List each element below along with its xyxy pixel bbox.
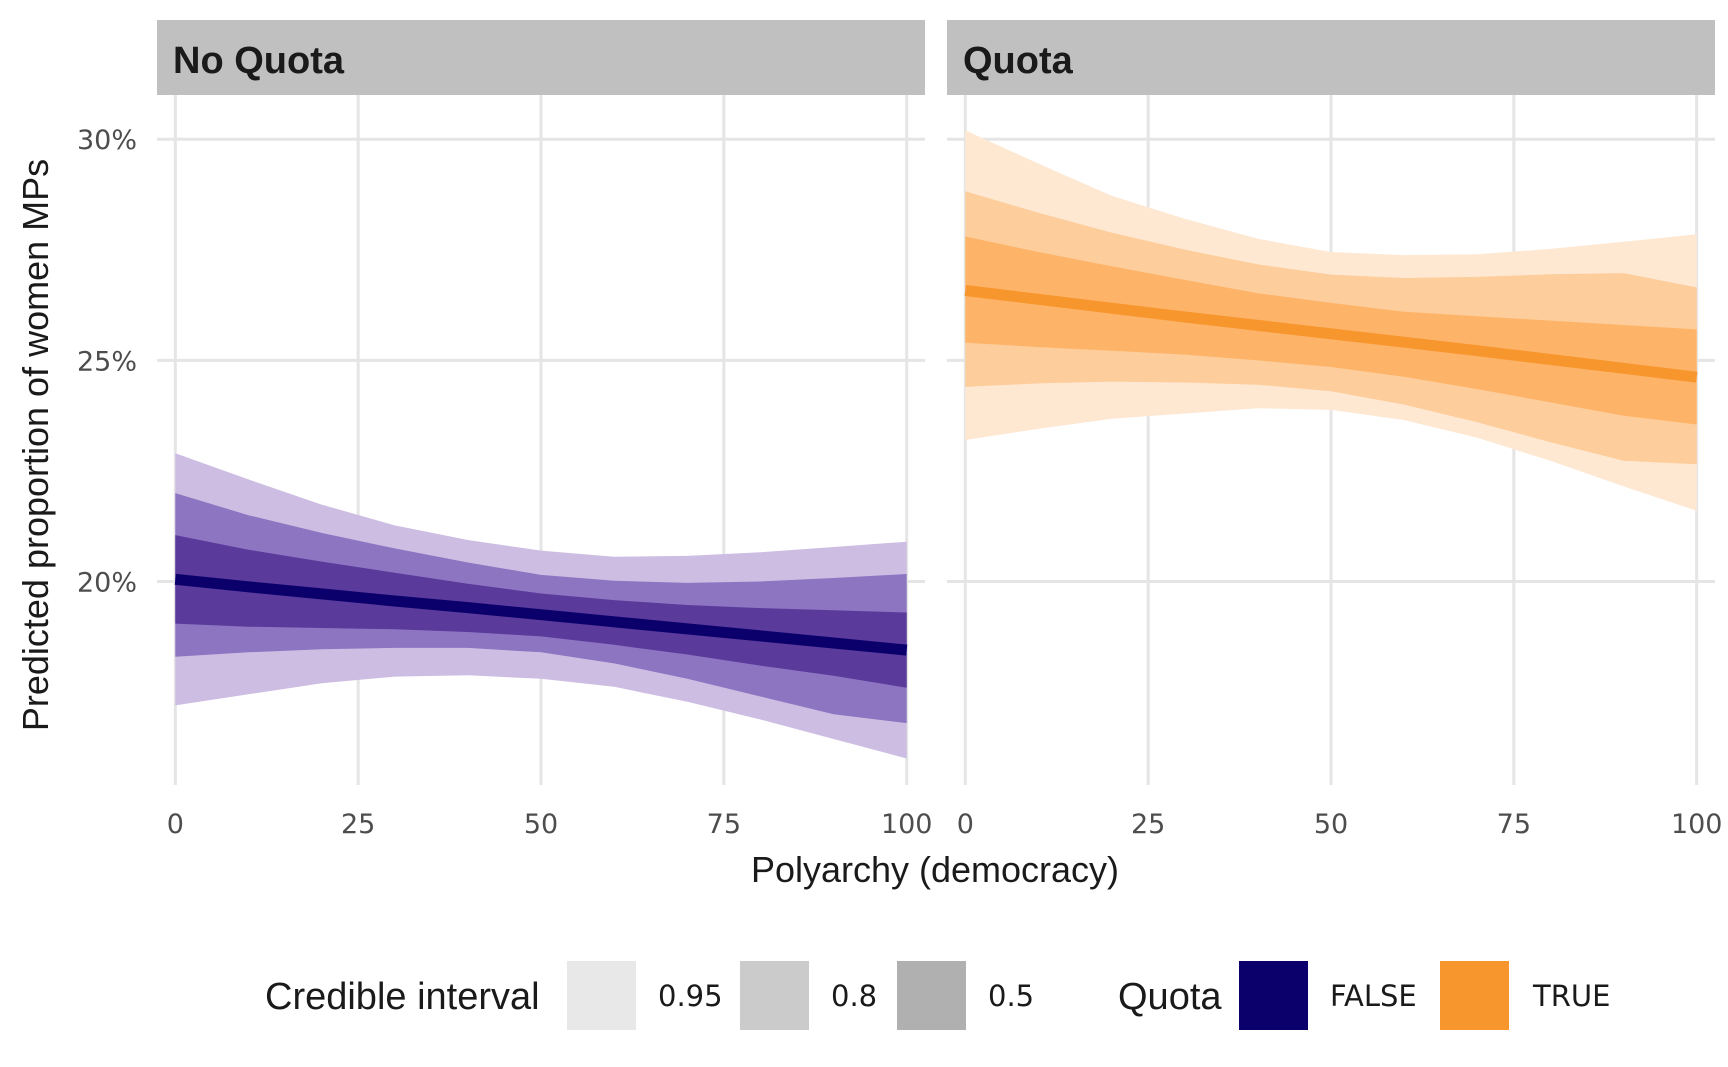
x-tick-label: 0 — [957, 809, 974, 840]
y-tick-label: 20% — [77, 568, 137, 599]
legend: Credible interval 0.95 0.8 0.5 Quota FAL… — [265, 961, 1610, 1030]
median-line — [964, 285, 1698, 383]
legend-label-false: FALSE — [1330, 979, 1417, 1013]
x-axis-title: Polyarchy (democracy) — [751, 849, 1119, 890]
facet-strip — [157, 20, 925, 95]
x-tick-label: 100 — [1671, 809, 1723, 840]
x-tick-label: 100 — [881, 809, 933, 840]
legend-label-095: 0.95 — [658, 979, 723, 1013]
legend-key-false — [1239, 961, 1308, 1030]
x-tick-label: 25 — [341, 809, 375, 840]
median-line — [174, 573, 908, 656]
legend-label-true: TRUE — [1532, 979, 1610, 1013]
x-tick-label: 25 — [1131, 809, 1165, 840]
facet-strip — [947, 20, 1715, 95]
legend-label-08: 0.8 — [831, 979, 877, 1013]
facet-panel-1: No Quota 0 25 50 75 100 20% 25% 30% — [77, 20, 933, 840]
y-tick-label: 25% — [77, 346, 137, 377]
legend-key-05 — [897, 961, 966, 1030]
x-tick-label: 75 — [707, 809, 741, 840]
legend-key-095 — [567, 961, 636, 1030]
facet-strip-label: No Quota — [173, 40, 345, 82]
facet-strip-label: Quota — [963, 40, 1074, 82]
legend-key-08 — [740, 961, 809, 1030]
facet-panel-2: Quota 0 25 50 75 100 — [947, 20, 1722, 840]
y-axis-title: Predicted proportion of women MPs — [15, 159, 56, 731]
legend-label-05: 0.5 — [988, 979, 1034, 1013]
legend-title-quota: Quota — [1118, 976, 1222, 1018]
x-tick-label: 75 — [1497, 809, 1531, 840]
legend-title-interval: Credible interval — [265, 976, 540, 1018]
x-tick-label: 50 — [1314, 809, 1348, 840]
x-tick-label: 50 — [524, 809, 558, 840]
facet-panels: No Quota 0 25 50 75 100 20% 25% 30% Quota 0 25 50 75 1… — [77, 20, 1722, 840]
legend-key-true — [1440, 961, 1509, 1030]
y-tick-label: 30% — [77, 125, 137, 156]
x-tick-label: 0 — [167, 809, 184, 840]
